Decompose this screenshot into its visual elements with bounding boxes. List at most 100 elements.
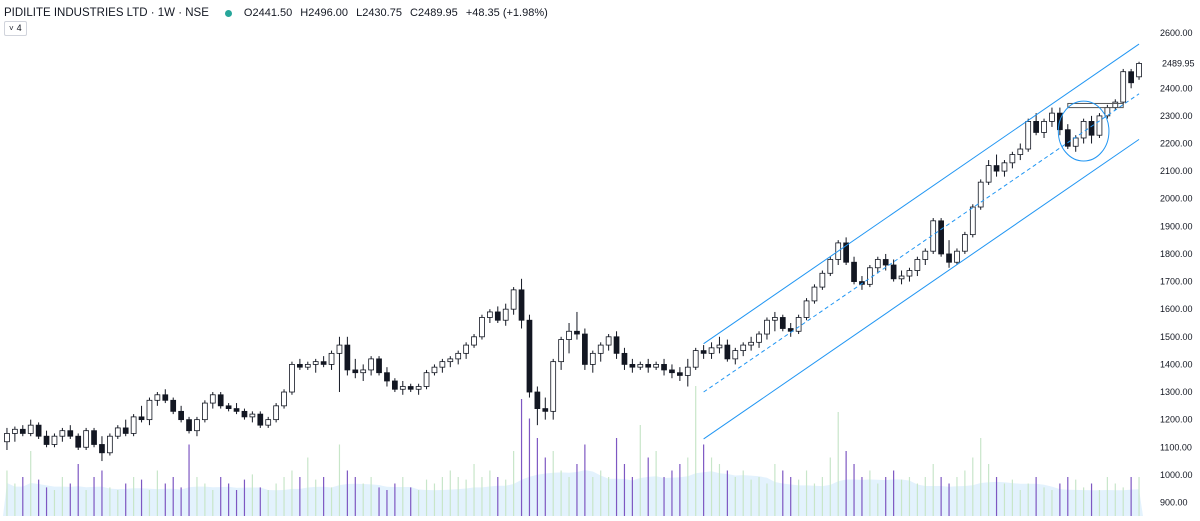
candle (35, 422, 42, 439)
candle (811, 284, 818, 304)
candle (1001, 160, 1008, 177)
channel-lower-line (703, 138, 1140, 440)
candle (946, 240, 952, 268)
candle (732, 347, 739, 365)
candle-body (558, 339, 564, 363)
candle-body (851, 261, 857, 282)
candle-body (471, 336, 477, 346)
candle-body (740, 344, 747, 352)
candle (1041, 118, 1047, 138)
candle-body (178, 410, 184, 421)
price-axis[interactable]: 2600.002500.002400.002300.002200.002100.… (1156, 28, 1200, 507)
candle (138, 405, 145, 423)
candle-body (91, 430, 97, 445)
chevron-down-icon: ˅ (9, 24, 14, 33)
candle (962, 231, 968, 254)
candle (154, 392, 161, 406)
candle-body (613, 336, 620, 354)
candle-body (621, 352, 628, 365)
candle-body (827, 259, 834, 274)
candle-body (661, 364, 667, 371)
price-tick-label: 2200.00 (1160, 139, 1193, 149)
candle-body (368, 358, 374, 371)
candle (582, 328, 588, 370)
candle-body (692, 350, 699, 368)
candle (677, 367, 683, 381)
candle-body (811, 286, 818, 302)
candle-body (946, 253, 952, 263)
candle-body (922, 250, 929, 260)
candle (724, 339, 731, 362)
candle (107, 433, 113, 456)
price-tick-label: 2000.00 (1160, 194, 1193, 204)
candle-body (716, 344, 723, 349)
candle-body (1017, 148, 1024, 155)
candle (352, 358, 359, 379)
candle (392, 378, 398, 393)
candle-body (320, 361, 327, 365)
candle (1009, 151, 1016, 169)
candle-body (281, 391, 287, 407)
candle-body (43, 435, 50, 445)
candle (827, 256, 834, 277)
price-tick-label: 1800.00 (1160, 249, 1193, 259)
candle (867, 265, 873, 288)
candle (209, 392, 216, 409)
candle-body (764, 319, 770, 335)
candle-body (352, 369, 359, 374)
candle-body (328, 352, 335, 365)
candle (257, 411, 264, 428)
candle-body (1120, 71, 1127, 103)
candle-body (645, 364, 652, 368)
candle (99, 436, 105, 462)
candle (1072, 135, 1079, 152)
candle-body (550, 361, 557, 412)
candle-body (463, 344, 469, 354)
candle (360, 364, 367, 381)
symbol-title[interactable]: PIDILITE INDUSTRIES LTD · 1W · NSE (4, 7, 209, 19)
candle (59, 427, 66, 442)
candle-body (977, 181, 984, 208)
candle-body (170, 399, 177, 412)
candle-body (589, 352, 596, 365)
close-value: C2489.95 (410, 7, 458, 19)
price-tick-label: 2600.00 (1160, 28, 1193, 38)
candle-body (51, 435, 58, 445)
candle-body (162, 394, 169, 401)
candle-body (392, 380, 398, 390)
candle-body (297, 364, 303, 368)
last-price-label: 2489.95 (1162, 58, 1195, 68)
candle (202, 400, 208, 423)
candle (1049, 107, 1055, 127)
candle-body (1009, 154, 1016, 164)
candle-body (882, 259, 889, 266)
candle (859, 276, 865, 290)
candle (19, 425, 26, 437)
candle-body (1041, 121, 1047, 133)
candle (977, 179, 984, 210)
low-value: L2430.75 (356, 7, 402, 19)
candle (178, 405, 184, 423)
candle (1096, 113, 1103, 138)
candle (851, 256, 857, 285)
candle-body (233, 408, 240, 412)
candle-body (787, 328, 794, 332)
candle (534, 386, 541, 426)
candle-body (130, 416, 137, 434)
indicators-toggle-button[interactable]: ˅ 4 (4, 21, 27, 36)
candle (487, 309, 493, 323)
candle (304, 361, 311, 370)
candle-body (914, 259, 921, 271)
candle (273, 403, 279, 423)
candle (43, 430, 50, 448)
candle (494, 306, 501, 323)
candle (1017, 143, 1024, 161)
high-value: H2496.00 (300, 7, 349, 19)
candle (669, 364, 675, 379)
open-value: O2441.50 (243, 7, 293, 19)
price-tick-label: 1100.00 (1160, 442, 1192, 452)
candle (162, 389, 169, 404)
candle-body (526, 319, 533, 393)
